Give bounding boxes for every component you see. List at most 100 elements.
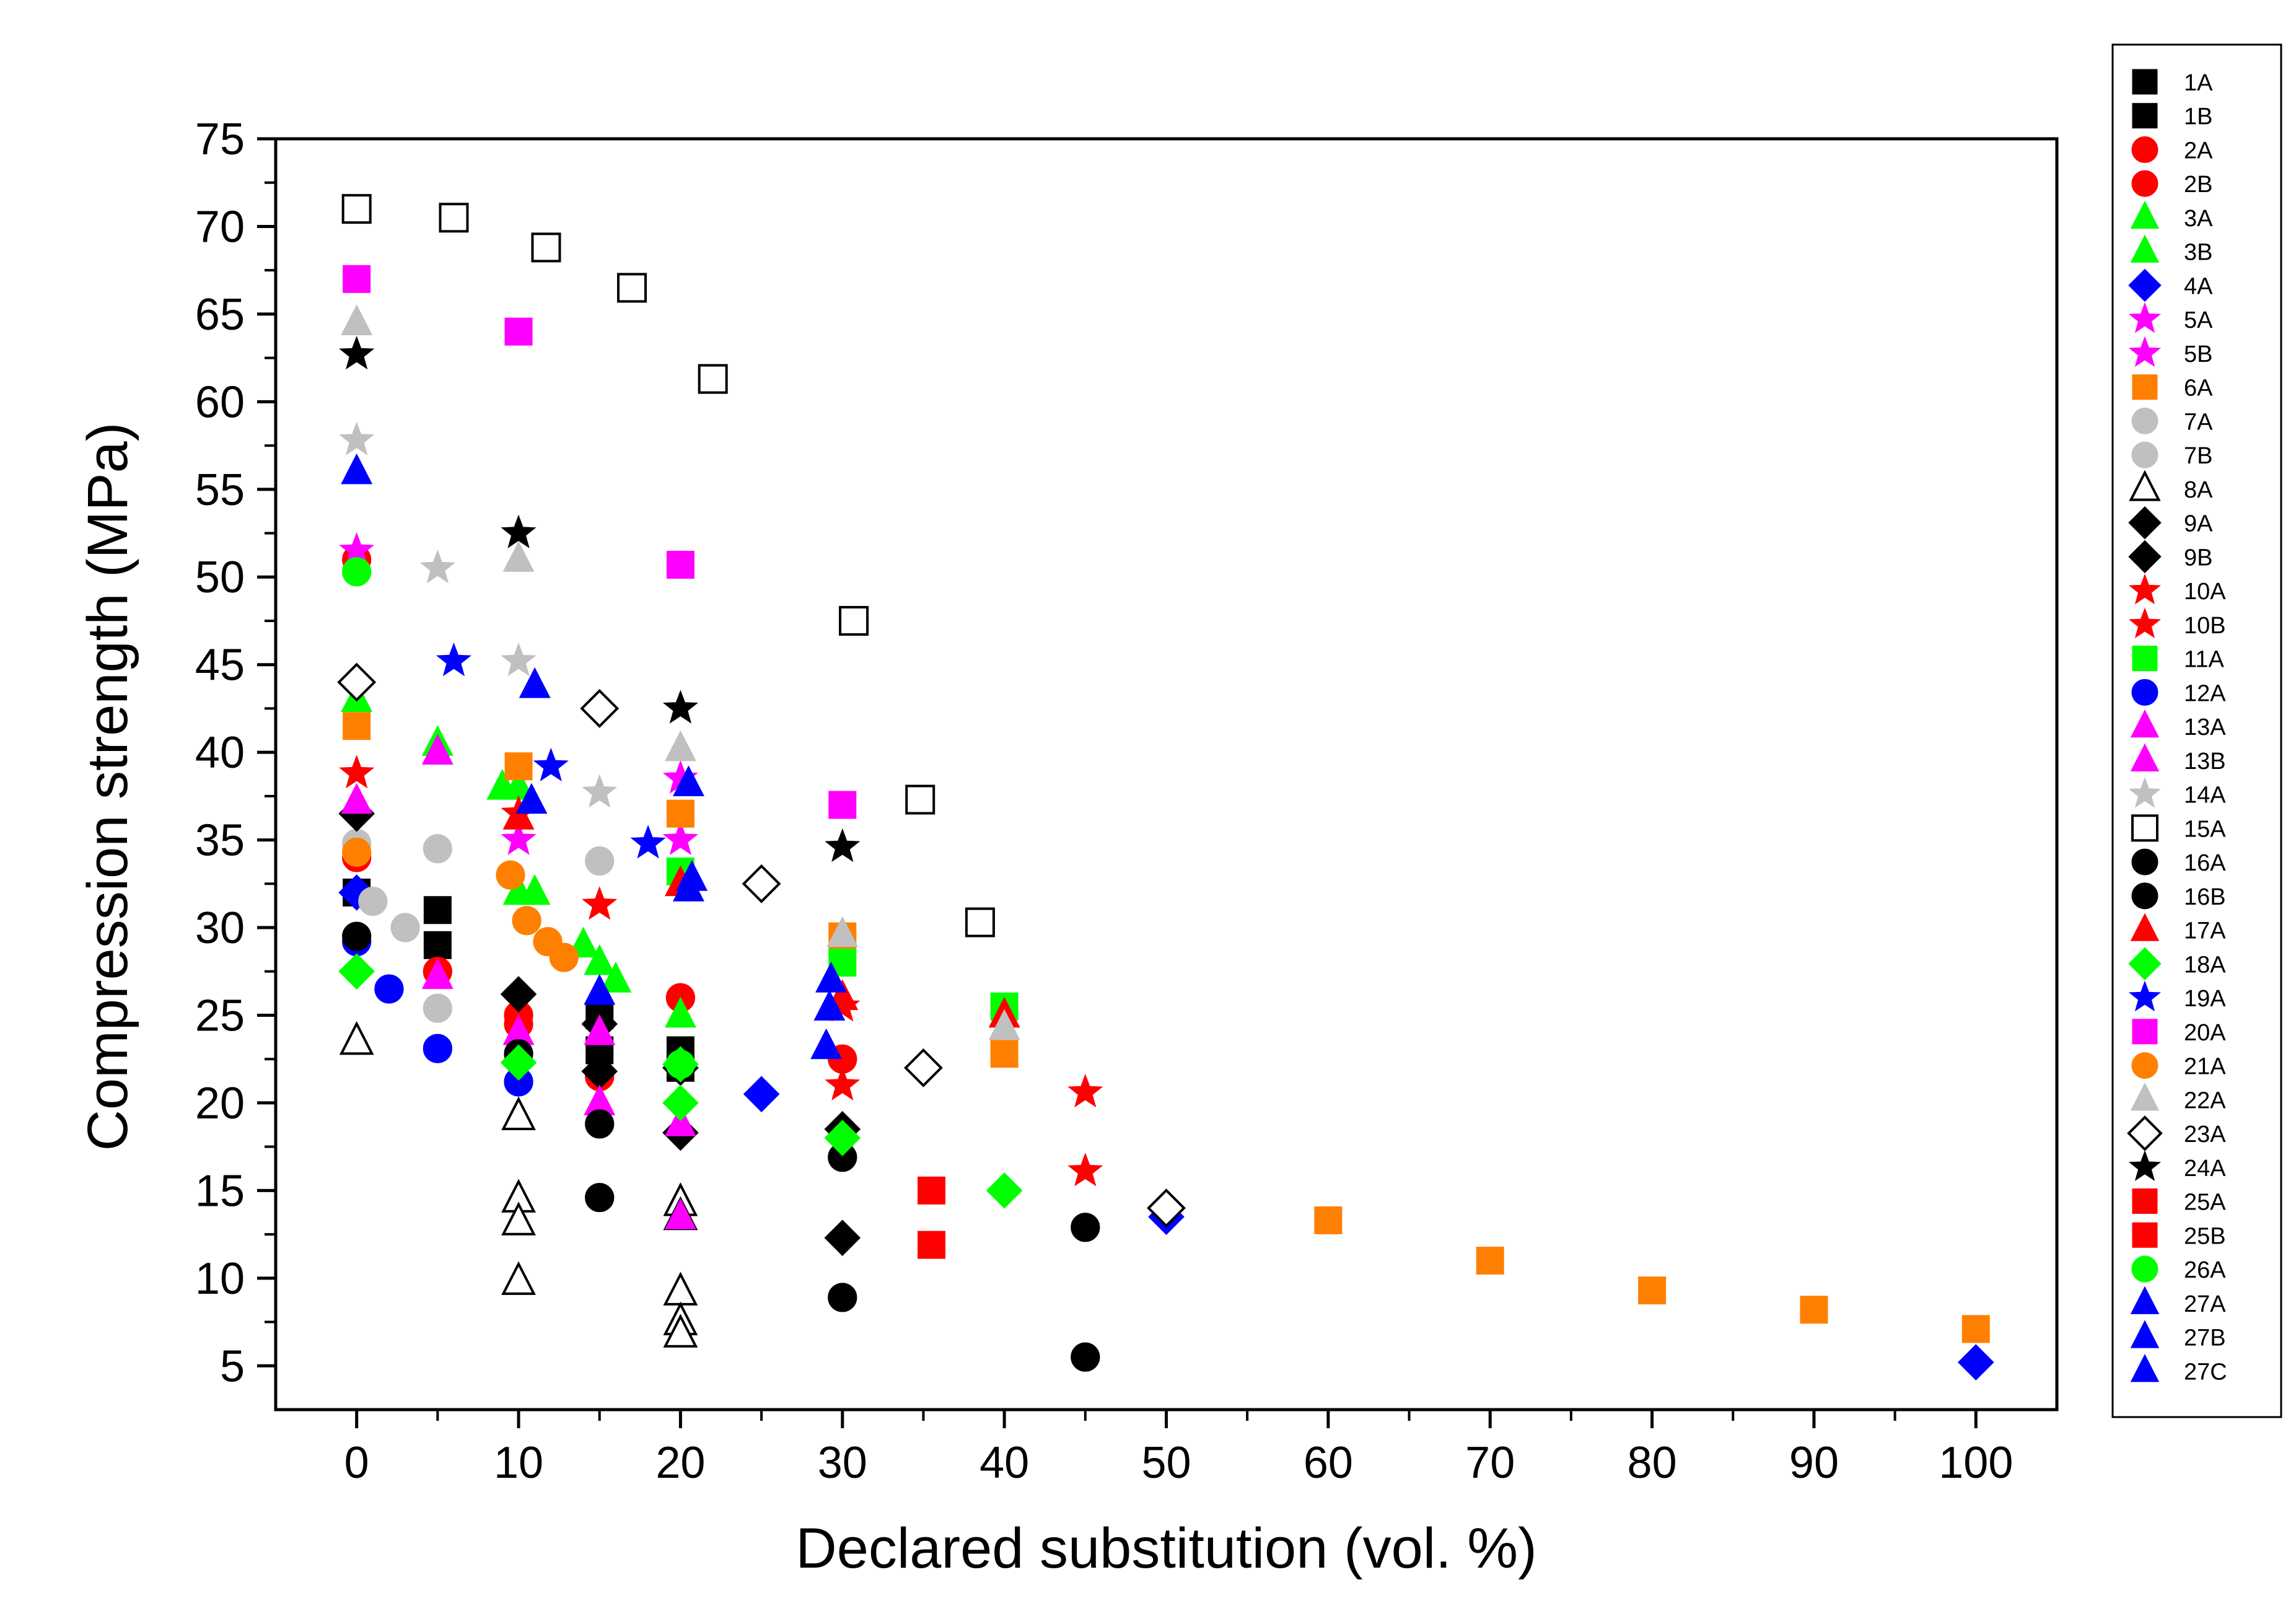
- data-point: [600, 962, 632, 993]
- y-axis-title: Compression strength (MPa): [76, 423, 139, 1151]
- data-point: [1638, 1276, 1667, 1305]
- series-4A: [338, 874, 1994, 1381]
- legend-label: 16B: [2184, 884, 2226, 910]
- legend-label: 2B: [2184, 172, 2212, 198]
- data-point: [673, 871, 704, 902]
- x-tick-label: 20: [655, 1438, 705, 1488]
- legend-label: 24A: [2184, 1156, 2226, 1182]
- series-7A: [342, 828, 615, 942]
- legend-label: 12A: [2184, 680, 2226, 706]
- x-tick-label: 40: [979, 1438, 1029, 1488]
- legend-label: 10B: [2184, 613, 2226, 639]
- legend-label: 14A: [2184, 783, 2226, 809]
- data-point: [662, 821, 698, 855]
- legend-marker: [2128, 1150, 2162, 1181]
- data-point: [815, 962, 847, 993]
- series-3B: [502, 768, 696, 1028]
- data-point: [813, 990, 846, 1021]
- data-point: [617, 273, 647, 303]
- data-point: [1067, 1152, 1103, 1187]
- data-point: [549, 942, 579, 972]
- data-point: [990, 1040, 1019, 1068]
- data-point: [666, 799, 694, 828]
- y-tick-label: 75: [195, 115, 245, 164]
- x-axis: 0 10 20 30 40 50 60 70 80 90 100: [344, 1410, 2013, 1488]
- data-point: [341, 194, 372, 224]
- legend-label: 19A: [2184, 986, 2226, 1012]
- y-tick-label: 70: [195, 202, 245, 252]
- series-20A: [343, 265, 857, 819]
- legend-item: 16A: [2131, 848, 2226, 876]
- data-point: [374, 974, 404, 1004]
- data-point: [666, 550, 694, 579]
- legend-label: 21A: [2184, 1054, 2226, 1080]
- data-point: [580, 688, 620, 728]
- data-point: [824, 1120, 861, 1156]
- legend-marker: [2128, 540, 2162, 574]
- data-point: [905, 784, 935, 815]
- series-7B: [423, 993, 452, 1023]
- legend-label: 18A: [2184, 952, 2226, 978]
- legend-label: 9A: [2184, 511, 2213, 537]
- legend-item: 27B: [2130, 1320, 2226, 1351]
- data-point: [662, 1084, 699, 1122]
- x-axis-title: Declared substitution (vol. %): [795, 1517, 1537, 1580]
- legend-label: 8A: [2184, 477, 2213, 503]
- x-tick-label: 0: [344, 1438, 369, 1488]
- plot-area: [274, 137, 2059, 1411]
- data-point: [664, 1198, 696, 1229]
- legend-item: 13B: [2130, 743, 2226, 775]
- legend-marker: [2127, 1115, 2163, 1151]
- data-point: [421, 958, 454, 990]
- data-point: [965, 907, 995, 937]
- legend-marker: [2132, 1019, 2158, 1045]
- data-point: [665, 1050, 696, 1079]
- legend-marker: [2131, 848, 2158, 876]
- legend-marker: [2132, 646, 2158, 672]
- y-tick-label: 30: [195, 903, 245, 953]
- legend-item: 4A: [2128, 268, 2213, 302]
- data-point: [1314, 1206, 1343, 1234]
- data-point: [1071, 1342, 1100, 1372]
- series-5A: [339, 532, 698, 855]
- legend-marker: [2130, 709, 2160, 738]
- data-point: [662, 690, 698, 724]
- legend-item: 7B: [2131, 441, 2212, 469]
- data-point: [904, 1048, 943, 1087]
- data-point: [531, 232, 561, 263]
- legend-item: 27A: [2130, 1286, 2226, 1317]
- legend-marker: [2130, 743, 2160, 772]
- legend-item: 12A: [2131, 678, 2226, 706]
- legend-item: 18A: [2128, 947, 2226, 981]
- data-point: [338, 953, 375, 990]
- legend-item: 7A: [2131, 407, 2213, 435]
- data-point: [519, 667, 551, 698]
- legend-marker: [2131, 1255, 2158, 1283]
- data-point: [501, 1201, 536, 1236]
- y-tick-label: 20: [195, 1079, 245, 1128]
- legend-label: 10A: [2184, 579, 2226, 605]
- data-point: [584, 973, 616, 1005]
- legend-marker: [2132, 103, 2158, 129]
- y-tick-label: 45: [195, 641, 245, 690]
- data-point: [339, 1021, 374, 1055]
- legend-label: 2A: [2184, 138, 2213, 164]
- legend-label: 6A: [2184, 375, 2213, 402]
- x-tick-label: 70: [1465, 1438, 1515, 1488]
- data-point: [1067, 1073, 1103, 1108]
- data-point: [743, 1076, 780, 1113]
- legend-item: 19A: [2128, 980, 2226, 1012]
- data-point: [502, 541, 535, 572]
- data-point: [501, 821, 537, 855]
- y-tick-label: 65: [195, 290, 245, 340]
- legend-item: 27C: [2130, 1354, 2227, 1385]
- legend-marker: [2131, 814, 2158, 842]
- data-point: [585, 1183, 615, 1213]
- series-22A: [341, 304, 1020, 1040]
- data-point: [423, 896, 452, 924]
- legend-marker: [2128, 506, 2162, 540]
- data-point: [826, 916, 859, 947]
- data-point: [343, 712, 371, 740]
- data-point: [824, 1219, 861, 1257]
